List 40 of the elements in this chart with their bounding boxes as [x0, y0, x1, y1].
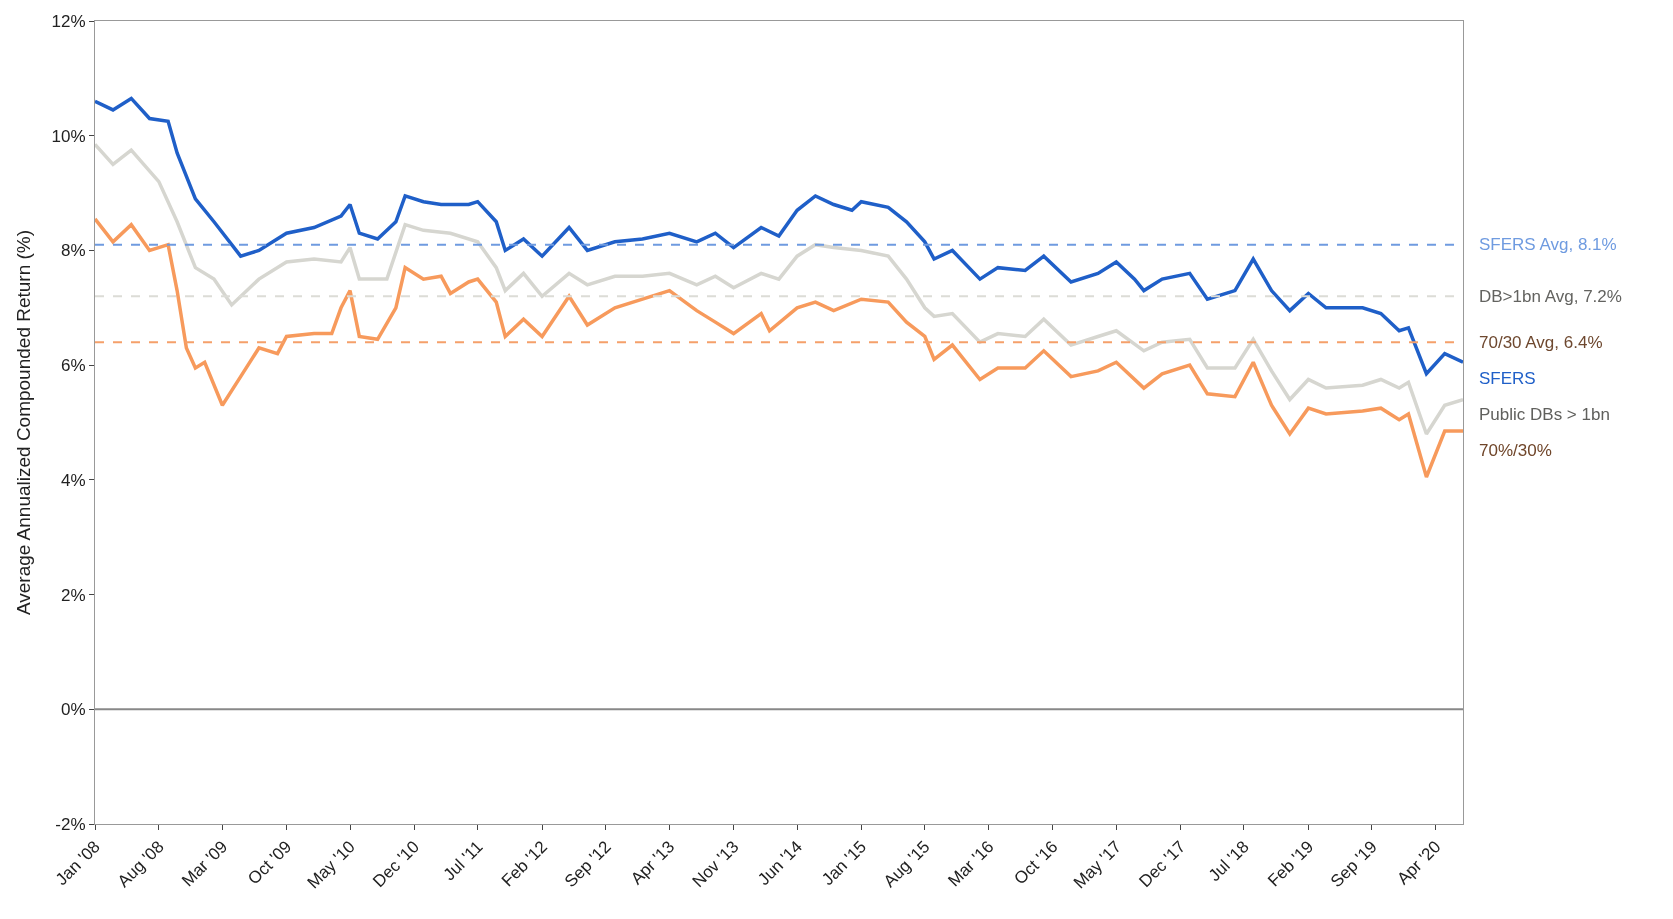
x-tick-label: Mar '16 [944, 837, 998, 891]
series-label: 70%/30% [1479, 441, 1552, 460]
y-tick-label: 2% [61, 585, 86, 605]
y-tick-label: 4% [61, 470, 86, 490]
line-series [95, 217, 1463, 479]
ref-line-label: DB>1bn Avg, 7.2% [1479, 287, 1622, 306]
x-tick-label: Oct '16 [1010, 837, 1062, 889]
x-tick-label: Jan '08 [52, 837, 104, 890]
x-tick-label: Sep '19 [1326, 837, 1381, 892]
x-tick-label: Feb '12 [497, 837, 551, 891]
series-label: Public DBs > 1bn [1479, 405, 1610, 424]
line-series [95, 96, 1463, 376]
x-tick-label: Mar '09 [178, 837, 232, 891]
x-tick-label: Jul '18 [1204, 837, 1253, 886]
x-tick-label: Feb '19 [1264, 837, 1318, 891]
y-tick-label: 8% [61, 241, 86, 261]
x-tick-label: May '17 [1069, 837, 1126, 893]
x-tick-label: Jul '11 [439, 837, 487, 885]
x-tick-label: May '10 [303, 837, 359, 893]
x-tick-label: Dec '10 [369, 837, 423, 892]
y-tick-label: 12% [51, 11, 86, 31]
ref-line-label: SFERS Avg, 8.1% [1479, 235, 1617, 254]
x-tick-label: Aug '08 [113, 837, 168, 892]
x-tick-label: Apr '13 [627, 837, 679, 889]
series-label: SFERS [1479, 369, 1536, 388]
y-tick-label: -2% [55, 814, 86, 834]
x-tick-label: Apr '20 [1393, 837, 1445, 889]
x-tick-label: Aug '15 [879, 837, 934, 892]
x-tick-label: Jan '15 [818, 837, 871, 890]
x-tick-label: Sep '12 [560, 837, 615, 892]
y-tick-label: 6% [61, 356, 86, 376]
x-tick-label: Nov '13 [688, 837, 743, 892]
y-tick-label: 10% [51, 126, 86, 146]
ref-line-label: 70/30 Avg, 6.4% [1479, 333, 1603, 352]
x-tick-label: Oct '09 [244, 837, 296, 889]
y-tick-label: 0% [61, 700, 86, 720]
x-tick-label: Jun '14 [754, 837, 806, 890]
x-tick-label: Dec '17 [1135, 837, 1190, 892]
line-series [95, 142, 1463, 436]
y-axis-title: Average Annualized Compounded Return (%) [13, 229, 35, 616]
